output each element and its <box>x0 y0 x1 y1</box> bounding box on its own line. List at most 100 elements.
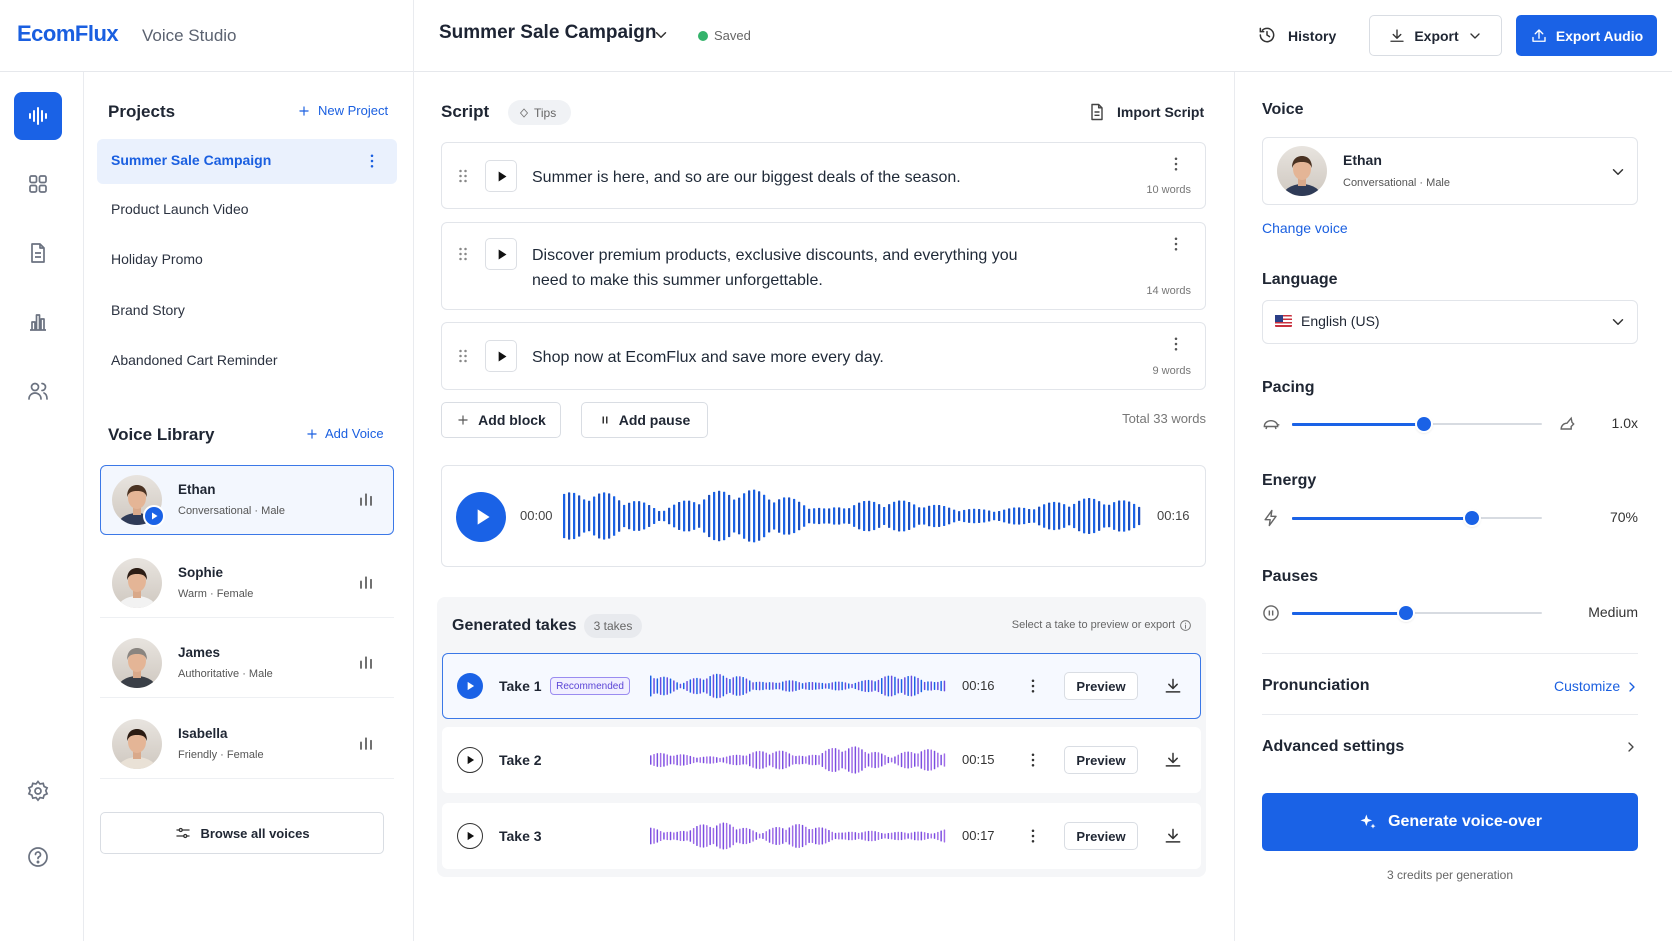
nav-help[interactable] <box>26 845 50 869</box>
wave-bar <box>903 500 906 532</box>
voice-card[interactable] <box>100 709 394 779</box>
block-play[interactable] <box>485 340 517 372</box>
icon-part <box>1031 689 1035 693</box>
history-button[interactable]: History <box>1288 28 1337 44</box>
slider-knob[interactable] <box>1417 417 1431 431</box>
wave-bar <box>897 678 899 694</box>
add-pause[interactable]: Add pause <box>581 402 708 438</box>
icon-part <box>28 847 48 867</box>
icon-part <box>1470 32 1480 39</box>
icon-part <box>1094 104 1102 117</box>
wave-bar <box>653 678 655 694</box>
nav-grid[interactable] <box>26 172 50 196</box>
take-download[interactable] <box>1163 826 1183 846</box>
voice-library-title: Voice Library <box>108 425 215 444</box>
project-item[interactable]: Brand Story <box>111 302 185 318</box>
icon-part <box>370 164 374 168</box>
take-download[interactable] <box>1163 676 1183 696</box>
dropdown-icon <box>1609 163 1627 181</box>
wave-bar <box>698 504 701 528</box>
project-item[interactable]: Summer Sale Campaign <box>111 152 272 168</box>
preview-button[interactable]: Preview <box>1064 746 1138 774</box>
icon-part <box>1174 347 1178 351</box>
icon-part <box>360 656 372 669</box>
take-play[interactable] <box>457 673 483 699</box>
take-menu[interactable] <box>1024 751 1042 769</box>
icon-part <box>498 351 507 362</box>
wave-bar <box>844 832 847 840</box>
player-play[interactable] <box>456 492 506 542</box>
nav-users[interactable] <box>26 379 50 403</box>
add-block[interactable]: Add block <box>441 402 561 438</box>
slider-knob[interactable] <box>1465 511 1479 525</box>
wave-bar <box>873 501 876 531</box>
wave-bar <box>861 832 863 840</box>
new-project[interactable]: New Project <box>318 103 389 118</box>
block-menu[interactable] <box>1167 235 1185 253</box>
wave-bar <box>923 507 926 525</box>
icon-part <box>1264 509 1277 527</box>
browse-voices[interactable]: Browse all voices <box>100 812 384 854</box>
project-menu[interactable] <box>363 152 381 170</box>
advanced-settings[interactable]: Advanced settings <box>1262 738 1405 755</box>
project-item[interactable]: Abandoned Cart Reminder <box>111 352 278 368</box>
customize[interactable]: Customize <box>1554 678 1621 694</box>
block-menu[interactable] <box>1167 335 1185 353</box>
project-item[interactable]: Product Launch Video <box>111 201 249 217</box>
block-text: Shop now at EcomFlux and save more every… <box>532 349 884 366</box>
wave-bar <box>706 756 708 764</box>
import-script[interactable]: Import Script <box>1117 104 1205 120</box>
generate-button[interactable]: Generate voice-over <box>1262 793 1638 851</box>
wave-bar <box>798 682 800 690</box>
wave-bar <box>791 680 794 692</box>
block-play[interactable] <box>485 159 517 192</box>
wave-bar <box>659 752 662 768</box>
info-icon <box>1179 619 1192 632</box>
wave-bar <box>791 825 794 847</box>
tips-pill[interactable]: Tips <box>508 100 571 125</box>
voice-card[interactable] <box>100 548 394 618</box>
project-title[interactable]: Summer Sale Campaign <box>439 22 657 43</box>
nav-chart[interactable] <box>26 310 50 334</box>
take-play[interactable] <box>457 747 483 773</box>
icon-part <box>176 827 191 839</box>
preview-button[interactable]: Preview <box>1064 822 1138 850</box>
language-select[interactable] <box>1262 300 1638 344</box>
wave-bar <box>696 825 698 847</box>
preview-button[interactable]: Preview <box>1064 672 1138 700</box>
voice-meta: Conversational · Male <box>178 505 285 517</box>
project-item[interactable]: Holiday Promo <box>111 251 203 267</box>
slider-knob[interactable] <box>1399 606 1413 620</box>
divider <box>1234 72 1235 941</box>
nav-gear[interactable] <box>26 779 50 803</box>
take-play[interactable] <box>457 823 483 849</box>
add-voice[interactable]: Add Voice <box>325 426 384 441</box>
export-button[interactable]: Export <box>1369 15 1502 56</box>
take-name: Take 2 <box>499 752 542 768</box>
icon-part <box>1031 829 1035 843</box>
slider-fill <box>1292 611 1406 615</box>
change-voice[interactable]: Change voice <box>1262 220 1348 236</box>
wave-bar <box>844 750 847 770</box>
wave-bar <box>775 682 777 690</box>
block-play[interactable] <box>485 238 517 270</box>
wave-bar <box>815 827 817 845</box>
icon-part <box>117 676 157 688</box>
wave-bar <box>578 495 581 537</box>
wave-bar <box>821 682 824 690</box>
take-download[interactable] <box>1163 750 1183 770</box>
nav-doc[interactable] <box>26 241 50 265</box>
take-menu[interactable] <box>1024 677 1042 695</box>
voice-card[interactable] <box>100 628 394 698</box>
wave-bar <box>821 827 824 845</box>
take-menu[interactable] <box>1024 827 1042 845</box>
wave-bar <box>811 682 814 690</box>
take-badge: Recommended <box>550 677 630 695</box>
block-menu[interactable] <box>1167 155 1185 173</box>
icon-part <box>1165 752 1181 767</box>
export-audio-button[interactable]: Export Audio <box>1516 15 1657 56</box>
wave-bar <box>749 753 751 767</box>
header-border <box>0 71 1672 72</box>
wave-bar <box>676 831 678 841</box>
nav-studio[interactable] <box>14 92 62 140</box>
